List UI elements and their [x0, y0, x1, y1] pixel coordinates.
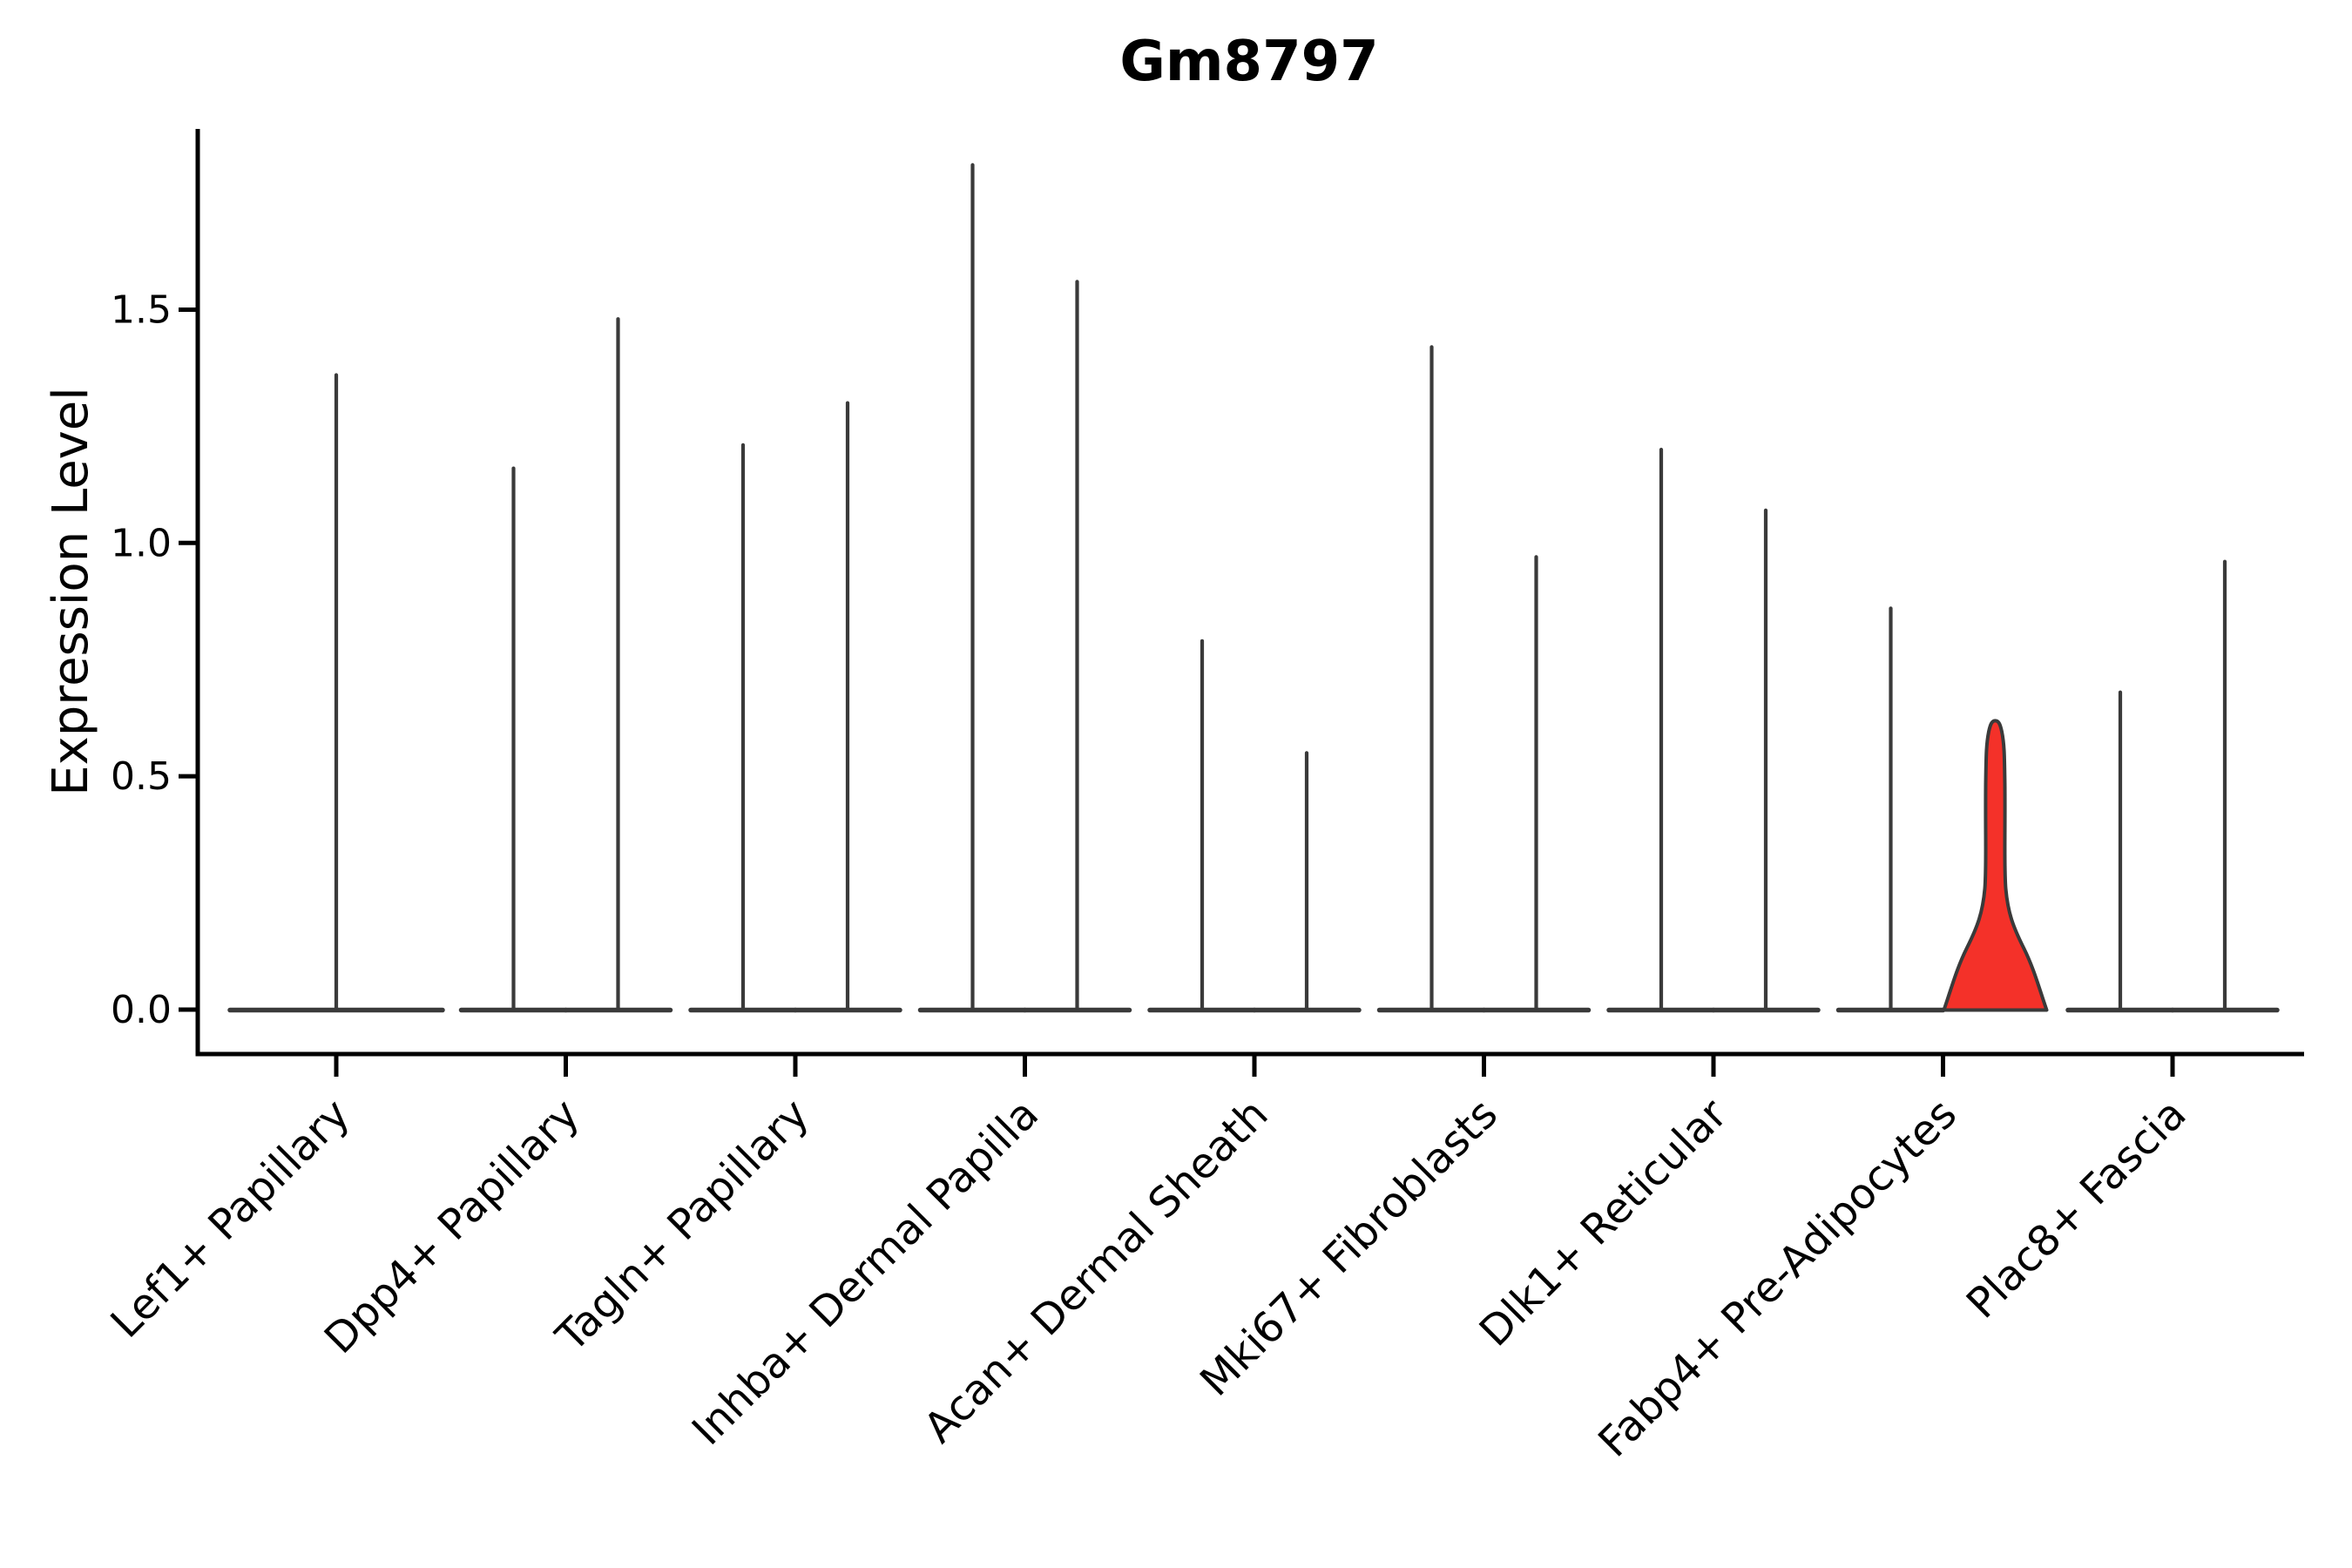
- y-ticks-group: 0.0 0.5 1.0 1.5: [111, 287, 196, 1032]
- y-tick-label: 0.5: [111, 754, 172, 799]
- x-tick-label: Lef1+ Papillary: [102, 1090, 360, 1348]
- x-tick-label: Plac8+ Fascia: [1957, 1090, 2196, 1328]
- y-axis-label: Expression Level: [43, 387, 99, 796]
- y-tick-label: 1.5: [111, 287, 172, 332]
- y-tick-label: 0.0: [111, 988, 172, 1032]
- chart-title: Gm8797: [1119, 30, 1378, 94]
- x-tick-label: Tagln+ Papillary: [546, 1090, 818, 1362]
- x-tick-label: Dpp4+ Papillary: [315, 1090, 589, 1363]
- y-tick-label: 1.0: [111, 521, 172, 565]
- highlighted-violin: [1942, 719, 2049, 1012]
- x-tick-label: Dlk1+ Reticular: [1470, 1090, 1737, 1356]
- violins-group: [227, 163, 2280, 1013]
